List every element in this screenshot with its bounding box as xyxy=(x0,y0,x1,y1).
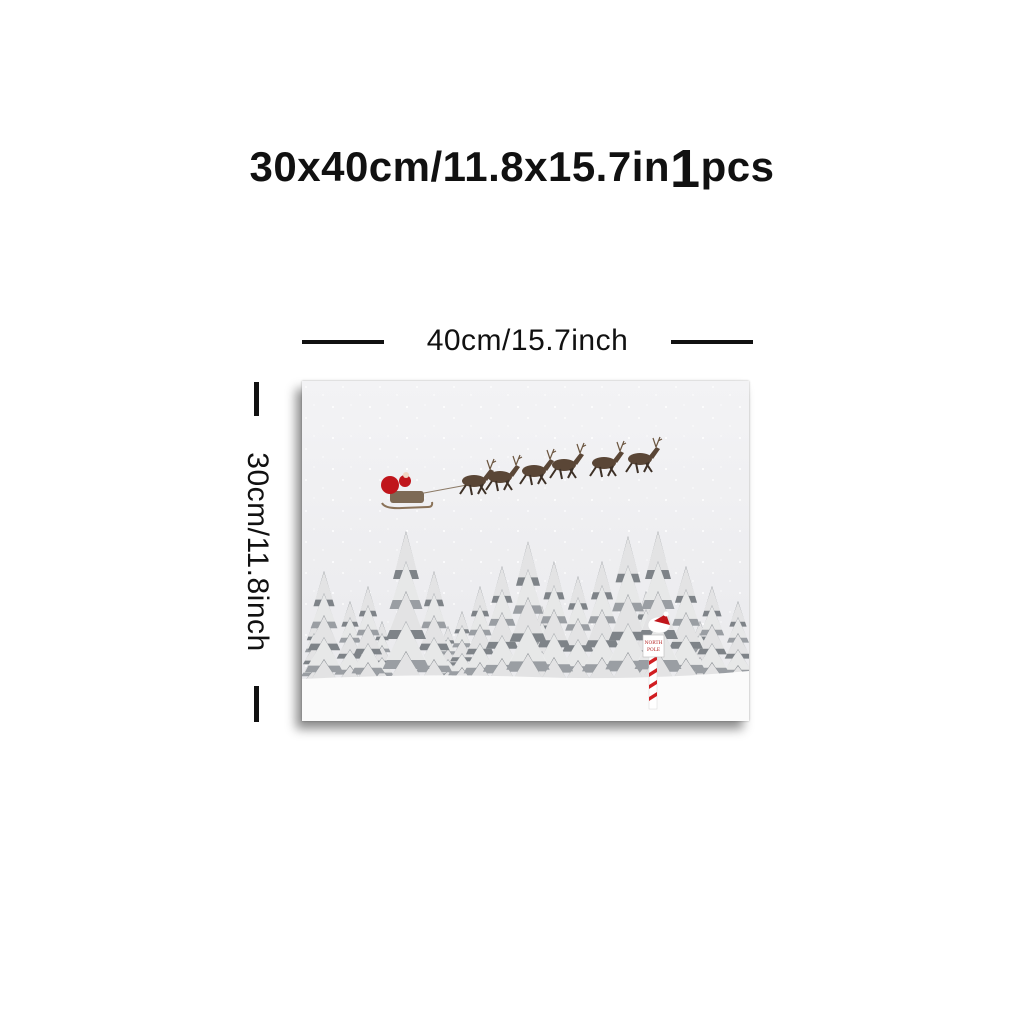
width-line-right xyxy=(671,340,753,344)
height-label: 30cm/11.8inch xyxy=(241,452,274,652)
size-text: 30x40cm/11.8x15.7in xyxy=(249,143,671,190)
north-pole-post: NORTH POLE xyxy=(642,611,671,710)
santa-hat xyxy=(654,614,670,625)
snow-ground xyxy=(302,671,749,721)
reindeer xyxy=(549,442,587,480)
canvas-print-image: NORTH POLE xyxy=(302,381,749,721)
height-tick-top xyxy=(254,382,259,416)
height-dimension: 30cm/11.8inch xyxy=(232,378,282,728)
reindeer xyxy=(625,436,663,474)
quantity-unit: pcs xyxy=(700,143,775,190)
santa-sleigh xyxy=(381,472,468,510)
width-line-left xyxy=(302,340,384,344)
santa xyxy=(399,475,411,487)
width-label: 40cm/15.7inch xyxy=(426,324,629,357)
product-size-heading: 30x40cm/11.8x15.7in1pcs xyxy=(0,138,1024,200)
santa-sack xyxy=(381,476,399,494)
quantity-number: 1 xyxy=(670,139,701,199)
reindeer xyxy=(459,458,497,496)
height-tick-bottom xyxy=(254,686,259,722)
reindeer-team xyxy=(459,436,663,496)
sign-text-pole: POLE xyxy=(647,647,660,653)
width-dimension: 40cm/15.7inch xyxy=(300,322,755,362)
winter-santa-scene: NORTH POLE xyxy=(302,381,749,721)
snowy-pine-tree xyxy=(720,601,749,691)
reindeer xyxy=(519,448,557,486)
north-pole-sign xyxy=(642,634,665,658)
snowy-pine-tree xyxy=(413,571,455,695)
snowy-forest xyxy=(302,531,749,699)
reindeer xyxy=(485,454,523,492)
sign-text-north: NORTH xyxy=(645,640,663,646)
reindeer xyxy=(589,440,627,478)
